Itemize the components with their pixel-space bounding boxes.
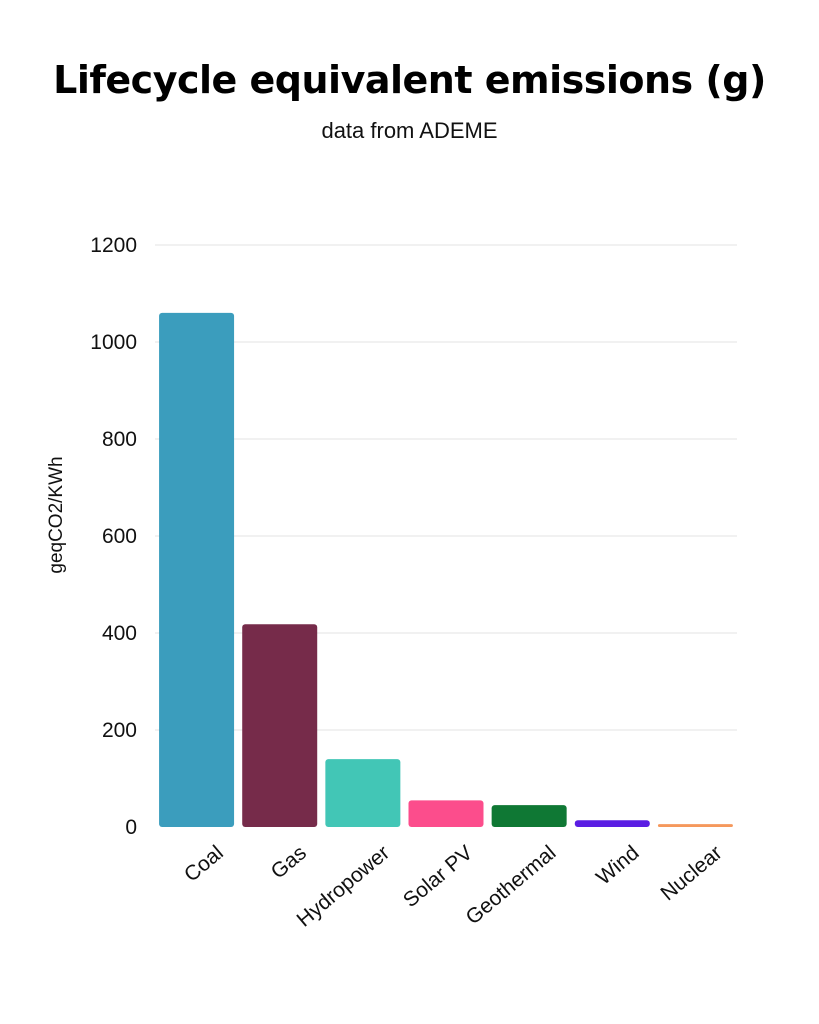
chart-title: Lifecycle equivalent emissions (g) bbox=[53, 58, 766, 102]
bar-gas bbox=[242, 624, 318, 827]
bar-coal bbox=[159, 312, 235, 827]
y-tick-label: 1000 bbox=[90, 331, 137, 354]
y-tick-label: 600 bbox=[102, 525, 137, 548]
x-tick-label: Wind bbox=[592, 841, 643, 889]
x-tick-label: Geothermal bbox=[462, 841, 561, 929]
bar-solar-pv bbox=[408, 800, 484, 827]
y-axis-ticks: 0 200 400 600 800 1000 1200 bbox=[90, 234, 137, 839]
x-tick-label: Solar PV bbox=[399, 841, 477, 912]
bar-nuclear bbox=[657, 824, 733, 827]
y-tick-label: 400 bbox=[102, 622, 137, 645]
x-tick-label: Coal bbox=[180, 841, 228, 886]
bar-hydropower bbox=[325, 759, 401, 827]
bar-geothermal bbox=[491, 805, 567, 827]
y-tick-label: 0 bbox=[125, 816, 137, 839]
x-tick-label: Gas bbox=[267, 841, 311, 883]
x-tick-label: Nuclear bbox=[656, 841, 726, 905]
y-tick-label: 200 bbox=[102, 719, 137, 742]
x-tick-label: Hydropower bbox=[293, 841, 395, 931]
bars bbox=[159, 312, 733, 827]
bar-wind bbox=[574, 820, 650, 827]
y-tick-label: 1200 bbox=[90, 234, 137, 257]
y-axis-label: geqCO2/KWh bbox=[46, 456, 67, 573]
y-tick-label: 800 bbox=[102, 428, 137, 451]
chart-subtitle: data from ADEME bbox=[321, 118, 498, 143]
